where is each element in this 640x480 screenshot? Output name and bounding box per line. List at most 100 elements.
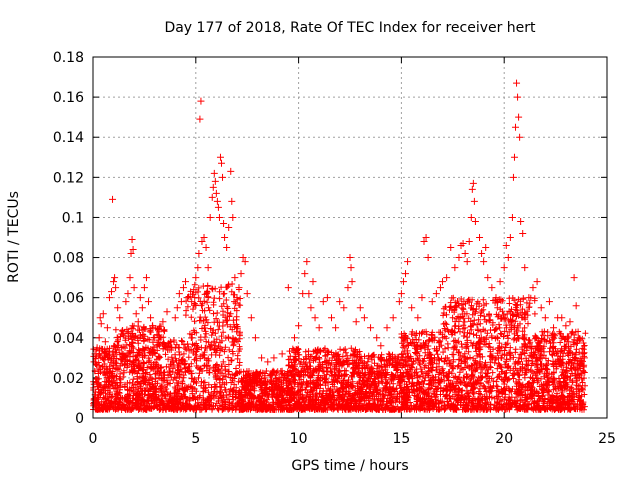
data-point	[504, 254, 512, 262]
data-point	[323, 294, 331, 302]
data-point	[510, 153, 518, 161]
data-point	[513, 79, 521, 87]
data-point	[389, 314, 397, 322]
data-point	[204, 264, 212, 272]
data-point	[515, 113, 523, 121]
data-point	[290, 334, 298, 342]
data-point	[163, 308, 171, 316]
data-point	[192, 274, 200, 282]
data-point	[218, 159, 225, 167]
data-point	[197, 97, 205, 105]
data-point	[465, 238, 473, 246]
data-point	[190, 286, 198, 294]
data-point	[545, 298, 553, 306]
y-tick-label: 0.14	[53, 130, 84, 146]
data-point	[95, 334, 103, 342]
data-point	[251, 334, 259, 342]
data-point	[484, 274, 492, 282]
data-point	[235, 284, 243, 292]
data-point	[574, 334, 582, 342]
data-point	[216, 153, 224, 161]
data-point	[227, 167, 235, 175]
data-point	[96, 314, 104, 322]
data-point	[383, 324, 391, 332]
data-point	[424, 254, 432, 262]
y-tick-label: 0.12	[53, 170, 84, 186]
data-point	[414, 314, 422, 322]
y-tick-label: 0.1	[62, 210, 84, 226]
data-point	[578, 350, 586, 358]
data-point	[130, 284, 138, 292]
data-point	[99, 310, 107, 318]
data-point	[155, 326, 163, 334]
data-point	[541, 314, 549, 322]
data-point	[319, 298, 327, 306]
data-point	[221, 234, 229, 241]
data-point	[194, 264, 202, 272]
data-points	[90, 79, 588, 366]
data-point	[471, 217, 479, 225]
data-point	[225, 223, 233, 231]
data-point	[142, 274, 150, 282]
data-point	[529, 284, 537, 292]
data-point	[198, 238, 206, 246]
data-point	[525, 294, 533, 302]
y-tick-label: 0.08	[53, 251, 84, 267]
data-point	[145, 298, 153, 306]
data-point	[151, 334, 159, 342]
data-point	[496, 278, 504, 286]
data-point	[105, 294, 113, 302]
data-point	[311, 314, 319, 322]
data-point	[111, 274, 119, 282]
data-point	[233, 294, 241, 302]
y-tick-label: 0.16	[53, 90, 84, 106]
data-point	[247, 314, 255, 322]
data-point	[184, 294, 192, 302]
data-point	[482, 244, 490, 252]
data-point	[408, 304, 416, 312]
y-tick-label: 0	[75, 411, 84, 427]
data-point	[340, 304, 348, 312]
data-point	[206, 213, 214, 221]
data-point	[241, 258, 249, 266]
data-point	[352, 318, 360, 326]
data-point	[399, 278, 407, 286]
data-point	[173, 304, 181, 312]
data-point	[336, 298, 344, 306]
data-point	[348, 278, 356, 286]
data-point	[284, 284, 292, 292]
y-tick-label: 0.02	[53, 371, 84, 387]
data-point	[488, 284, 496, 292]
data-point	[149, 322, 157, 330]
data-point	[461, 250, 469, 258]
data-point	[237, 270, 245, 278]
data-point	[459, 240, 467, 248]
data-point	[422, 234, 430, 241]
data-point	[128, 236, 136, 244]
data-point	[138, 304, 146, 312]
data-point	[492, 294, 500, 302]
data-point	[327, 314, 335, 322]
y-axis-label: ROTI / TECUs	[6, 191, 22, 283]
data-point	[278, 350, 286, 358]
data-point	[305, 290, 313, 298]
data-point	[108, 288, 116, 296]
data-point	[188, 298, 196, 306]
x-tick-label: 5	[191, 431, 200, 447]
data-point	[196, 115, 204, 123]
data-point	[521, 264, 529, 272]
data-point	[195, 250, 203, 258]
data-point	[502, 242, 510, 250]
data-point	[112, 284, 120, 292]
data-point	[219, 173, 227, 181]
y-tick-label: 0.06	[53, 291, 84, 307]
data-point	[537, 304, 545, 312]
data-point	[447, 244, 455, 252]
data-point	[373, 334, 381, 342]
data-point	[476, 234, 484, 241]
data-point	[223, 244, 231, 252]
data-point	[500, 264, 508, 272]
data-point	[264, 358, 272, 366]
data-point	[346, 254, 354, 262]
data-point	[307, 304, 315, 312]
